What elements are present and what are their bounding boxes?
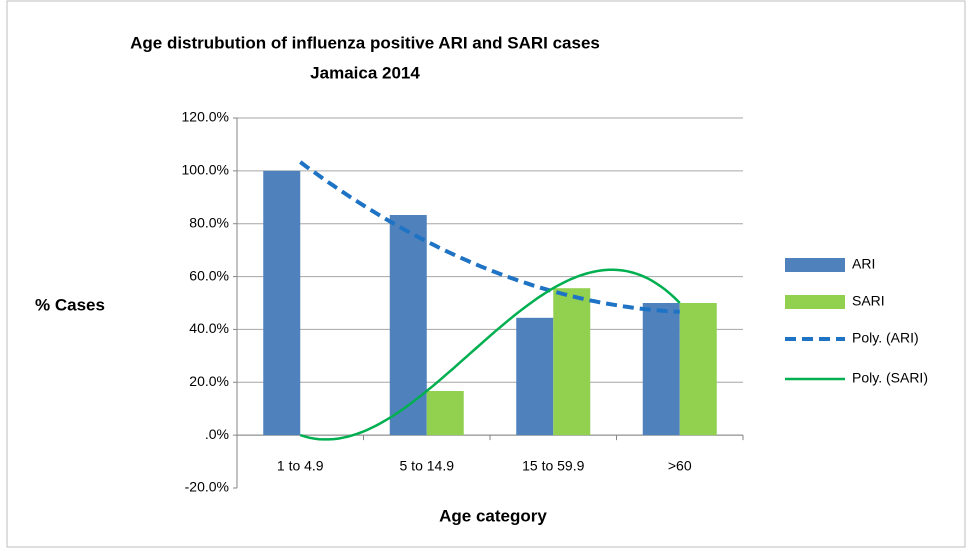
bar [679,303,717,436]
bar [642,303,680,436]
bar [389,214,427,436]
y-tick-label: 60.0% [189,267,229,283]
chart-frame [6,0,966,548]
legend-label: SARI [852,293,885,309]
y-axis-label: % Cases [35,295,105,314]
legend-swatch [785,295,845,309]
bar [553,288,591,436]
y-tick-label: 120.0% [182,109,229,125]
y-tick-label: 20.0% [189,373,229,389]
y-tick-label: 100.0% [182,162,229,178]
x-tick-label: 5 to 14.9 [400,458,455,474]
legend-label: Poly. (SARI) [852,370,928,386]
legend-label: Poly. (ARI) [852,330,919,346]
legend-label: ARI [852,256,875,272]
chart-title: Age distrubution of influenza positive A… [130,33,600,52]
x-tick-label: >60 [668,458,692,474]
chart-title: Jamaica 2014 [310,63,420,82]
trendline [299,268,681,441]
bar [516,317,554,436]
bar [263,170,301,436]
bar [426,391,464,436]
x-axis-label: Age category [439,506,547,525]
y-tick-label: -20.0% [185,479,229,495]
trendline [299,160,680,314]
y-tick-label: 40.0% [189,320,229,336]
y-tick-label: 80.0% [189,214,229,230]
legend-swatch [785,258,845,272]
x-tick-label: 15 to 59.9 [522,458,584,474]
x-tick-label: 1 to 4.9 [277,458,324,474]
y-tick-label: .0% [205,426,229,442]
